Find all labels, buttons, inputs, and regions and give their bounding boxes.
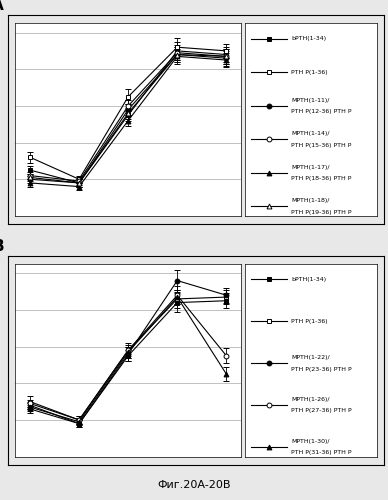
Text: Фиг.20A-20B: Фиг.20A-20B [157,480,231,490]
Text: B: B [0,239,4,254]
Text: A: A [0,0,4,14]
